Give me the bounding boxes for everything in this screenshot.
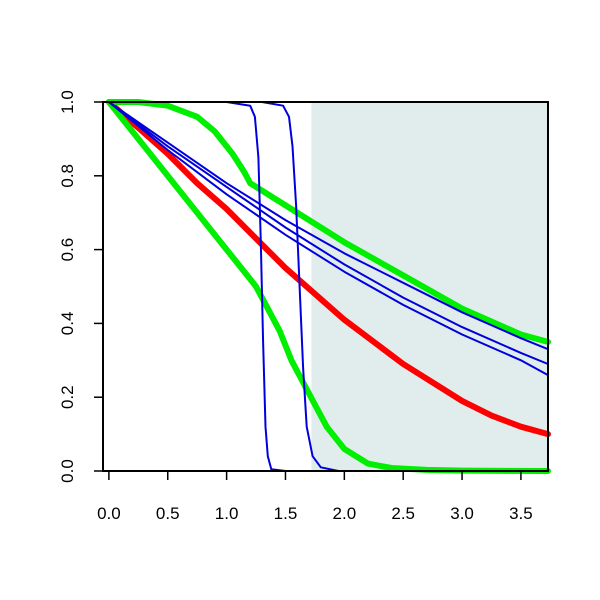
series-line-2 — [105, 99, 551, 474]
y-tick-label-5: 0.8 — [58, 164, 77, 188]
y-tick-label-6: 1.0 — [58, 90, 77, 114]
y-tick-label-2: 0.2 — [58, 385, 77, 409]
series-line-8 — [107, 101, 549, 472]
x-tick-label-6: 2.5 — [391, 504, 415, 523]
shaded-region — [311, 102, 548, 471]
series-line-5 — [107, 101, 549, 365]
series-line-4 — [107, 101, 549, 351]
x-tick-label-1: 0.0 — [97, 504, 121, 523]
axes-layer: 0.0 0.5 1.0 1.5 2.0 2.5 3.0 3.5 0.0 0.2 0.4 0.6 0.8 1… — [58, 90, 533, 523]
x-tick-label-4: 1.5 — [274, 504, 298, 523]
plot-frame — [102, 101, 549, 472]
series-layer — [105, 99, 551, 474]
x-tick-label-7: 3.0 — [450, 504, 474, 523]
x-tick-label-5: 2.0 — [333, 504, 357, 523]
x-tick-label-2: 0.5 — [156, 504, 180, 523]
series-line-3 — [105, 99, 551, 345]
y-tick-label-4: 0.6 — [58, 238, 77, 262]
series-line-1 — [105, 99, 551, 438]
y-tick-label-3: 0.4 — [58, 312, 77, 336]
series-line-6 — [107, 101, 549, 377]
y-tick-label-1: 0.0 — [58, 459, 77, 483]
x-tick-label-3: 1.0 — [215, 504, 239, 523]
x-tick-label-8: 3.5 — [509, 504, 533, 523]
series-line-7 — [107, 101, 549, 472]
